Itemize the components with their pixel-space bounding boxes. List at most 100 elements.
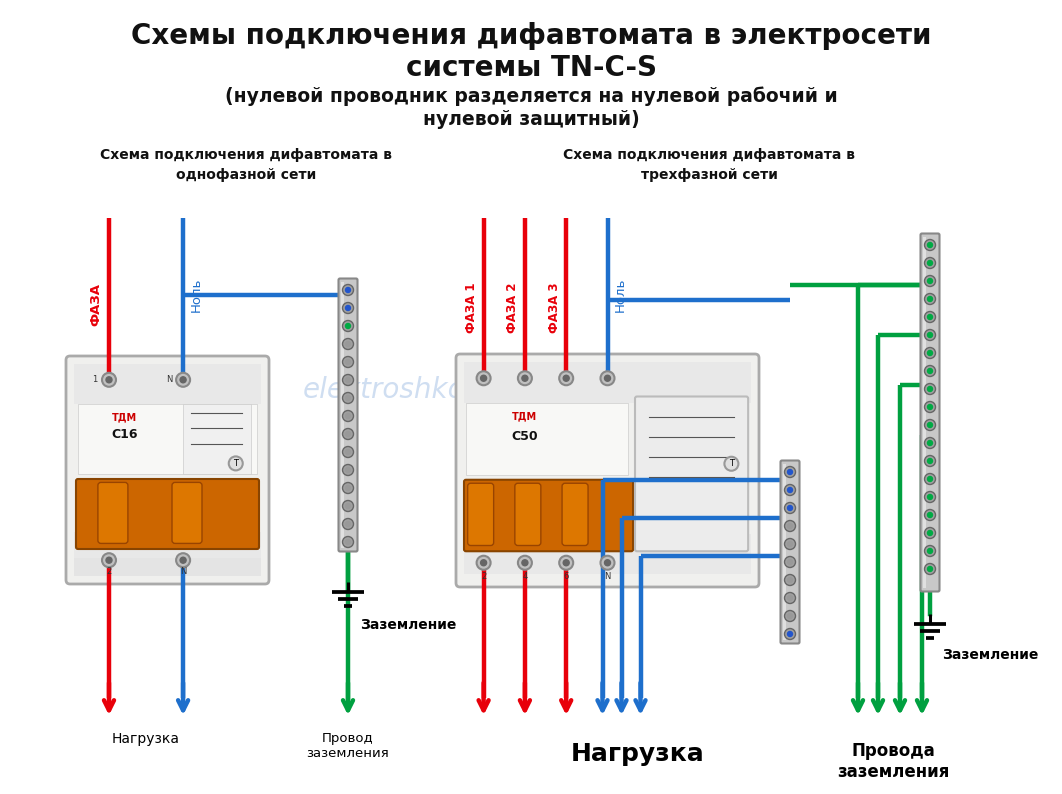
FancyBboxPatch shape [781, 461, 800, 643]
Bar [783, 464, 786, 640]
Circle shape [343, 357, 354, 368]
Circle shape [927, 549, 932, 553]
Circle shape [925, 330, 936, 341]
Text: Схема подключения дифавтомата в
однофазной сети: Схема подключения дифавтомата в однофазн… [100, 148, 392, 182]
Circle shape [927, 495, 932, 499]
Circle shape [477, 372, 491, 385]
Circle shape [343, 321, 354, 332]
Circle shape [563, 376, 569, 381]
Circle shape [927, 242, 932, 248]
Circle shape [925, 545, 936, 557]
Circle shape [521, 376, 528, 381]
Circle shape [343, 500, 354, 511]
Text: N: N [179, 567, 186, 576]
Circle shape [345, 449, 350, 454]
Circle shape [345, 323, 350, 329]
Text: С16: С16 [112, 428, 138, 441]
Circle shape [925, 384, 936, 395]
Circle shape [925, 402, 936, 413]
Circle shape [788, 631, 792, 637]
Circle shape [600, 372, 615, 385]
Circle shape [228, 457, 243, 470]
Circle shape [927, 566, 932, 572]
Text: T: T [729, 459, 734, 468]
Circle shape [563, 560, 569, 566]
Circle shape [927, 422, 932, 427]
Circle shape [343, 483, 354, 494]
FancyBboxPatch shape [562, 484, 588, 545]
Circle shape [925, 527, 936, 538]
Circle shape [345, 522, 350, 526]
Text: Ноль: Ноль [614, 278, 627, 312]
Bar [923, 237, 926, 588]
Circle shape [345, 306, 350, 310]
Text: 2: 2 [106, 567, 112, 576]
Circle shape [785, 575, 795, 585]
Circle shape [925, 348, 936, 359]
Circle shape [785, 467, 795, 477]
FancyBboxPatch shape [456, 354, 759, 587]
Circle shape [925, 437, 936, 449]
Text: 4: 4 [523, 572, 528, 580]
Circle shape [176, 373, 190, 387]
Bar [464, 362, 751, 403]
Circle shape [927, 368, 932, 373]
Text: Схемы подключения дифавтомата в электросети: Схемы подключения дифавтомата в электрос… [131, 22, 931, 50]
Circle shape [343, 392, 354, 403]
Circle shape [927, 260, 932, 265]
Text: (нулевой проводник разделяется на нулевой рабочий и: (нулевой проводник разделяется на нулево… [225, 86, 837, 106]
Circle shape [604, 560, 611, 566]
Circle shape [925, 491, 936, 503]
Circle shape [343, 338, 354, 349]
Circle shape [927, 350, 932, 356]
Bar [466, 403, 629, 475]
Text: С50: С50 [512, 430, 538, 443]
FancyBboxPatch shape [76, 479, 259, 549]
Circle shape [788, 596, 792, 600]
Circle shape [927, 314, 932, 319]
Circle shape [181, 377, 186, 383]
Circle shape [927, 387, 932, 391]
Bar [341, 282, 344, 548]
Text: elektroshkola.ru: elektroshkola.ru [303, 376, 528, 404]
FancyBboxPatch shape [921, 233, 940, 592]
Circle shape [785, 521, 795, 531]
Text: Ноль: Ноль [190, 278, 203, 312]
FancyBboxPatch shape [66, 356, 269, 584]
Circle shape [927, 333, 932, 337]
Circle shape [343, 303, 354, 314]
Circle shape [788, 469, 792, 475]
Text: 2: 2 [481, 572, 486, 580]
Circle shape [560, 372, 573, 385]
Text: ТДМ: ТДМ [512, 411, 537, 422]
Circle shape [925, 240, 936, 250]
Circle shape [927, 512, 932, 518]
Text: 1: 1 [92, 376, 98, 384]
Circle shape [788, 523, 792, 529]
Circle shape [343, 446, 354, 457]
Circle shape [345, 431, 350, 437]
Circle shape [343, 375, 354, 386]
Circle shape [106, 377, 112, 383]
Circle shape [345, 468, 350, 472]
Circle shape [345, 287, 350, 292]
Circle shape [345, 360, 350, 364]
Text: Нагрузка: Нагрузка [571, 742, 705, 766]
Circle shape [927, 530, 932, 535]
Circle shape [788, 614, 792, 619]
Circle shape [788, 577, 792, 583]
Circle shape [927, 458, 932, 464]
Circle shape [345, 395, 350, 400]
FancyBboxPatch shape [464, 480, 633, 551]
Circle shape [927, 476, 932, 481]
Circle shape [345, 503, 350, 508]
Bar [183, 404, 252, 474]
Text: ФАЗА 1: ФАЗА 1 [465, 283, 478, 333]
Circle shape [927, 296, 932, 302]
Circle shape [925, 564, 936, 575]
Text: Заземление: Заземление [360, 618, 457, 632]
Circle shape [925, 276, 936, 287]
Text: ФАЗА: ФАЗА [89, 283, 103, 326]
Circle shape [788, 506, 792, 511]
Circle shape [102, 553, 116, 567]
